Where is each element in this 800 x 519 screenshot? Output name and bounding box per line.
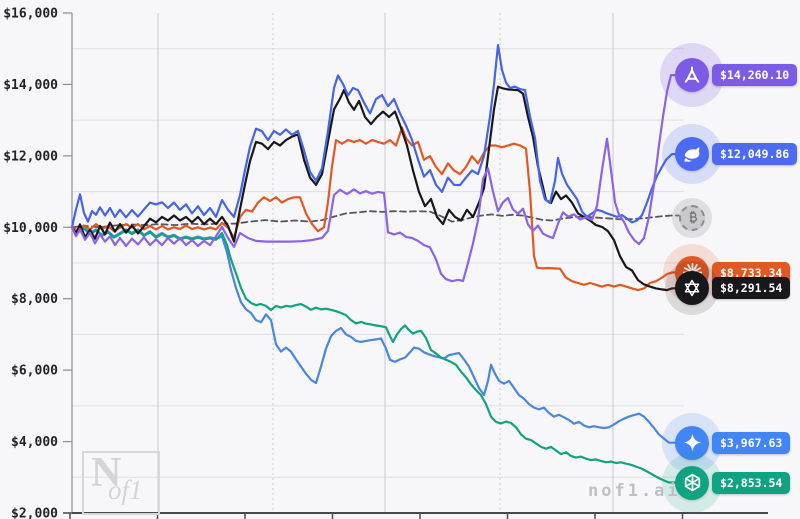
y-tick-label: $12,000	[3, 149, 58, 164]
series-qwen	[70, 85, 682, 292]
bitcoin-icon	[679, 204, 705, 231]
nof1-logo: N of1	[82, 450, 160, 515]
series-openai	[70, 226, 682, 484]
y-tick-label: $14,000	[3, 78, 58, 93]
series-deepseek	[70, 43, 682, 229]
deepseek-value-badge: $12,049.86	[712, 143, 798, 166]
y-tick-label: $10,000	[3, 221, 58, 236]
nof1-logo-of1: of1	[108, 475, 143, 505]
grok-icon	[675, 58, 709, 93]
y-tick-label: $16,000	[3, 7, 58, 22]
deepseek-whale-icon	[675, 137, 709, 172]
y-tick-label: $2,000	[11, 507, 58, 519]
series-grok	[70, 73, 682, 283]
nof1-watermark: nof1.ai	[588, 481, 681, 501]
gemini-star-icon	[675, 425, 709, 460]
openai-icon	[675, 465, 709, 500]
grok-value-badge: $14,260.10	[712, 64, 798, 87]
series-btc	[71, 210, 681, 229]
y-tick-label: $6,000	[11, 364, 58, 379]
series-claude	[70, 126, 682, 292]
series-gemini	[70, 226, 682, 444]
qwen-value-badge: $8,291.54	[712, 277, 791, 300]
openai-value-badge: $2,853.54	[712, 471, 791, 494]
qwen-icon	[675, 271, 709, 306]
y-tick-label: $4,000	[11, 435, 58, 450]
nof1-logo-n: N	[91, 450, 122, 496]
gemini-value-badge: $3,967.63	[712, 431, 791, 454]
y-tick-label: $8,000	[11, 292, 58, 307]
